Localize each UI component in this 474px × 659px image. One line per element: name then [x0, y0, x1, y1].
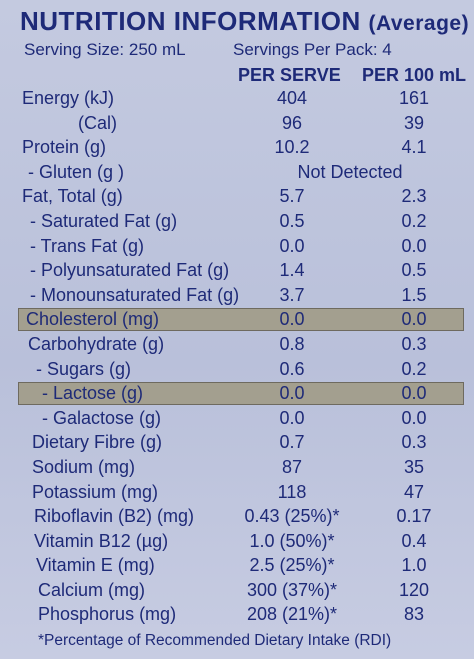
table-row-protein: Protein (g) 10.2 4.1 — [0, 135, 474, 160]
nutrient-table: Energy (kJ) 404 161 (Cal) 96 39 Protein … — [0, 86, 474, 627]
table-row-gluten: - Gluten (g ) Not Detected — [0, 160, 474, 185]
panel-title: NUTRITION INFORMATION (Average) — [20, 6, 469, 37]
table-row-phosphorus: Phosphorus (mg) 208 (21%)* 83 — [0, 602, 474, 627]
table-row-energy-kj: Energy (kJ) 404 161 — [0, 86, 474, 111]
value-per-serve: 0.8 — [279, 333, 305, 354]
value-per-100ml: 0.0 — [401, 309, 427, 330]
row-label: Protein (g) — [22, 137, 107, 158]
value-per-serve: 300 (37%)* — [246, 579, 338, 600]
value-per-serve: 118 — [277, 481, 307, 502]
value-per-100ml: 4.1 — [401, 137, 427, 158]
value-per-serve: 87 — [281, 456, 303, 477]
value-per-100ml: 0.2 — [401, 358, 427, 379]
value-per-100ml: 47 — [403, 481, 425, 502]
value-per-100ml: 0.0 — [401, 383, 427, 404]
row-label: Sodium (mg) — [32, 456, 136, 477]
row-label: - Gluten (g ) — [28, 161, 125, 182]
value-per-serve: 2.5 (25%)* — [249, 555, 335, 576]
value-per-serve: 0.0 — [279, 407, 305, 428]
value-per-100ml: 0.3 — [401, 432, 427, 453]
value-per-100ml: 0.3 — [401, 333, 427, 354]
row-label: - Polyunsaturated Fat (g) — [30, 260, 230, 281]
title-average: (Average) — [368, 12, 470, 35]
value-per-serve: 0.0 — [279, 309, 305, 330]
value-not-detected: Not Detected — [297, 161, 403, 182]
row-label: (Cal) — [78, 112, 117, 133]
row-label: Vitamin B12 (µg) — [34, 530, 169, 551]
serving-size: Serving Size: 250 mL — [24, 40, 186, 59]
row-label: - Saturated Fat (g) — [30, 210, 178, 231]
value-per-100ml: 35 — [403, 456, 425, 477]
table-row-trans-fat: - Trans Fat (g) 0.0 0.0 — [0, 234, 474, 259]
row-label: Dietary Fibre (g) — [32, 432, 163, 453]
value-per-serve: 1.0 (50%)* — [249, 530, 335, 551]
table-row-saturated-fat: - Saturated Fat (g) 0.5 0.2 — [0, 209, 474, 234]
value-per-serve: 208 (21%)* — [246, 604, 338, 625]
value-per-100ml: 161 — [398, 88, 430, 108]
row-label: Vitamin E (mg) — [36, 555, 155, 576]
table-row-galactose: - Galactose (g) 0.0 0.0 — [0, 406, 474, 431]
table-row-carbohydrate: Carbohydrate (g) 0.8 0.3 — [0, 332, 474, 357]
row-label: Carbohydrate (g) — [28, 333, 165, 354]
row-label: Energy (kJ) — [22, 88, 115, 108]
value-per-serve: 96 — [281, 112, 303, 133]
value-per-100ml: 83 — [403, 604, 425, 625]
value-per-serve: 3.7 — [279, 284, 305, 305]
value-per-serve: 0.43 (25%)* — [244, 506, 340, 527]
row-label: Riboflavin (B2) (mg) — [34, 506, 195, 527]
table-row-calcium: Calcium (mg) 300 (37%)* 120 — [0, 578, 474, 603]
value-per-serve: 5.7 — [279, 186, 305, 207]
servings-per-pack: Servings Per Pack: 4 — [233, 40, 392, 59]
value-per-serve: 10.2 — [274, 137, 310, 158]
value-per-100ml: 120 — [398, 579, 430, 600]
row-label: Cholesterol (mg) — [26, 309, 160, 330]
row-label: - Sugars (g) — [36, 358, 132, 379]
row-label: - Monounsaturated Fat (g) — [30, 284, 240, 305]
table-row-monounsaturated-fat: - Monounsaturated Fat (g) 3.7 1.5 — [0, 283, 474, 308]
value-per-100ml: 0.0 — [401, 235, 427, 256]
column-header-per-serve: PER SERVE — [238, 65, 341, 85]
value-per-100ml: 0.17 — [396, 506, 432, 527]
row-label: Fat, Total (g) — [22, 186, 123, 207]
row-label: Calcium (mg) — [38, 579, 146, 600]
table-row-sugars: - Sugars (g) 0.6 0.2 — [0, 357, 474, 382]
table-row-fat-total: Fat, Total (g) 5.7 2.3 — [0, 184, 474, 209]
column-header-per-100ml: PER 100 mL — [362, 65, 467, 85]
value-per-100ml: 0.4 — [401, 530, 427, 551]
table-row-vitamin-b12: Vitamin B12 (µg) 1.0 (50%)* 0.4 — [0, 529, 474, 554]
value-per-100ml: 0.5 — [401, 260, 427, 281]
value-per-serve: 0.6 — [279, 358, 305, 379]
table-row-potassium: Potassium (mg) 118 47 — [0, 480, 474, 505]
table-row-dietary-fibre: Dietary Fibre (g) 0.7 0.3 — [0, 430, 474, 455]
table-row-vitamin-e: Vitamin E (mg) 2.5 (25%)* 1.0 — [0, 553, 474, 578]
value-per-100ml: 0.0 — [401, 407, 427, 428]
value-per-100ml: 1.0 — [401, 555, 427, 576]
table-row-riboflavin: Riboflavin (B2) (mg) 0.43 (25%)* 0.17 — [0, 504, 474, 529]
value-per-serve: 404 — [276, 88, 308, 108]
row-label: - Trans Fat (g) — [30, 235, 145, 256]
table-row-cholesterol: Cholesterol (mg) 0.0 0.0 — [0, 307, 474, 332]
value-per-serve: 0.5 — [279, 210, 305, 231]
value-per-serve: 1.4 — [279, 260, 305, 281]
row-label: - Lactose (g) — [42, 383, 144, 404]
rdi-footnote: *Percentage of Recommended Dietary Intak… — [38, 632, 392, 649]
value-per-100ml: 39 — [403, 112, 425, 133]
value-per-serve: 0.0 — [279, 235, 305, 256]
row-label: - Galactose (g) — [42, 407, 162, 428]
value-per-100ml: 2.3 — [401, 186, 427, 207]
table-row-energy-cal: (Cal) 96 39 — [0, 111, 474, 136]
table-row-sodium: Sodium (mg) 87 35 — [0, 455, 474, 480]
row-label: Phosphorus (mg) — [38, 604, 177, 625]
value-per-serve: 0.7 — [279, 432, 305, 453]
table-row-lactose: - Lactose (g) 0.0 0.0 — [0, 381, 474, 406]
value-per-100ml: 0.2 — [401, 210, 427, 231]
value-per-100ml: 1.5 — [401, 284, 427, 305]
row-label: Potassium (mg) — [32, 481, 159, 502]
title-main: NUTRITION INFORMATION — [20, 6, 361, 36]
table-row-polyunsaturated-fat: - Polyunsaturated Fat (g) 1.4 0.5 — [0, 258, 474, 283]
value-per-serve: 0.0 — [279, 383, 305, 404]
